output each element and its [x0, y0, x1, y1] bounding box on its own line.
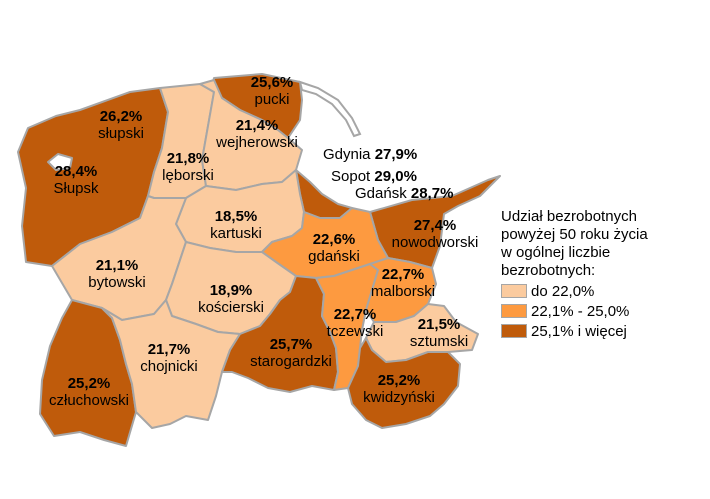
- name-sztumski: sztumski: [409, 333, 469, 351]
- value-sztumski: 21,5%: [417, 316, 461, 333]
- legend-title-line-4: bezrobotnych:: [501, 262, 596, 279]
- value-wejherowski: 21,4%: [235, 117, 279, 134]
- label-bytowski: 21,1% bytowski: [72, 257, 162, 292]
- label-wejherowski: 21,4% wejherowski: [202, 117, 312, 152]
- value-slupsk: 28,4%: [54, 163, 98, 180]
- value-koscierski: 18,9%: [209, 282, 253, 299]
- legend-item-medium: 22,1% - 25,0%: [501, 302, 648, 320]
- legend-label-medium: 22,1% - 25,0%: [531, 302, 630, 320]
- legend-swatch-dark: [501, 324, 527, 338]
- name-czluchowski: człuchowski: [48, 392, 130, 410]
- name-koscierski: kościerski: [198, 299, 264, 317]
- legend: Udział bezrobotnych powyżej 50 roku życi…: [501, 208, 648, 340]
- value-bytowski: 21,1%: [95, 257, 139, 274]
- label-kwidzynski: 25,2% kwidzyński: [354, 372, 444, 407]
- city-sopot-value: 29,0%: [374, 168, 417, 185]
- value-kartuski: 18,5%: [214, 208, 258, 225]
- label-starogardzki: 25,7% starogardzki: [236, 336, 346, 371]
- value-nowodworski: 27,4%: [413, 217, 457, 234]
- city-sopot: Sopot 29,0%: [331, 168, 417, 185]
- name-pucki: pucki: [254, 91, 290, 109]
- value-malborski: 22,7%: [381, 266, 425, 283]
- name-wejherowski: wejherowski: [216, 134, 298, 152]
- legend-item-dark: 25,1% i więcej: [501, 322, 648, 340]
- region-kwidzynski: [347, 337, 461, 429]
- name-leborski: lęborski: [162, 167, 214, 185]
- city-gdansk-name: Gdańsk: [355, 185, 407, 202]
- label-pucki: 25,6% pucki: [232, 74, 312, 109]
- legend-title-line-2: powyżej 50 roku życia: [501, 226, 648, 243]
- value-pucki: 25,6%: [250, 74, 294, 91]
- region-slupsk: [47, 153, 73, 171]
- name-kwidzynski: kwidzyński: [363, 389, 435, 407]
- label-slupski: 26,2% słupski: [76, 108, 166, 143]
- legend-title-line-3: w ogólnej liczbie: [501, 244, 611, 261]
- name-tczewski: tczewski: [326, 323, 384, 341]
- value-starogardzki: 25,7%: [269, 336, 313, 353]
- label-sztumski: 21,5% sztumski: [394, 316, 484, 351]
- label-leborski: 21,8% lęborski: [148, 150, 228, 185]
- legend-swatch-light: [501, 284, 527, 298]
- legend-label-dark: 25,1% i więcej: [531, 322, 627, 340]
- city-gdansk-value: 28,7%: [410, 185, 454, 202]
- name-slupski: słupski: [98, 125, 144, 143]
- region-chojnicki: [101, 299, 241, 429]
- legend-title-line-1: Udział bezrobotnych: [501, 208, 637, 225]
- name-chojnicki: chojnicki: [140, 358, 198, 376]
- city-sopot-name: Sopot: [331, 168, 371, 185]
- legend-item-light: do 22,0%: [501, 282, 648, 300]
- name-kartuski: kartuski: [210, 225, 262, 243]
- legend-swatch-medium: [501, 304, 527, 318]
- name-gdanski: gdański: [308, 248, 360, 266]
- name-bytowski: bytowski: [88, 274, 146, 292]
- label-chojnicki: 21,7% chojnicki: [124, 341, 214, 376]
- city-gdynia: Gdynia 27,9%: [323, 146, 417, 163]
- city-gdynia-value: 27,9%: [374, 146, 418, 163]
- name-nowodworski: nowodworski: [391, 234, 479, 252]
- value-czluchowski: 25,2%: [67, 375, 111, 392]
- value-slupski: 26,2%: [99, 108, 143, 125]
- name-starogardzki: starogardzki: [250, 353, 332, 371]
- value-kwidzynski: 25,2%: [377, 372, 421, 389]
- name-malborski: malborski: [370, 283, 436, 301]
- value-chojnicki: 21,7%: [147, 341, 191, 358]
- label-malborski: 22,7% malborski: [358, 266, 448, 301]
- value-tczewski: 22,7%: [333, 306, 377, 323]
- city-gdynia-name: Gdynia: [323, 146, 371, 163]
- hel-peninsula: [298, 80, 362, 138]
- name-slupsk: Słupsk: [53, 180, 99, 198]
- label-tczewski: 22,7% tczewski: [310, 306, 400, 341]
- value-gdanski: 22,6%: [312, 231, 356, 248]
- label-koscierski: 18,9% kościerski: [186, 282, 276, 317]
- label-czluchowski: 25,2% człuchowski: [34, 375, 144, 410]
- label-nowodworski: 27,4% nowodworski: [380, 217, 490, 252]
- label-gdanski: 22,6% gdański: [294, 231, 374, 266]
- label-kartuski: 18,5% kartuski: [196, 208, 276, 243]
- city-gdansk: Gdańsk 28,7%: [355, 185, 453, 202]
- legend-label-light: do 22,0%: [531, 282, 595, 300]
- value-leborski: 21,8%: [166, 150, 210, 167]
- label-slupsk: 28,4% Słupsk: [36, 163, 116, 198]
